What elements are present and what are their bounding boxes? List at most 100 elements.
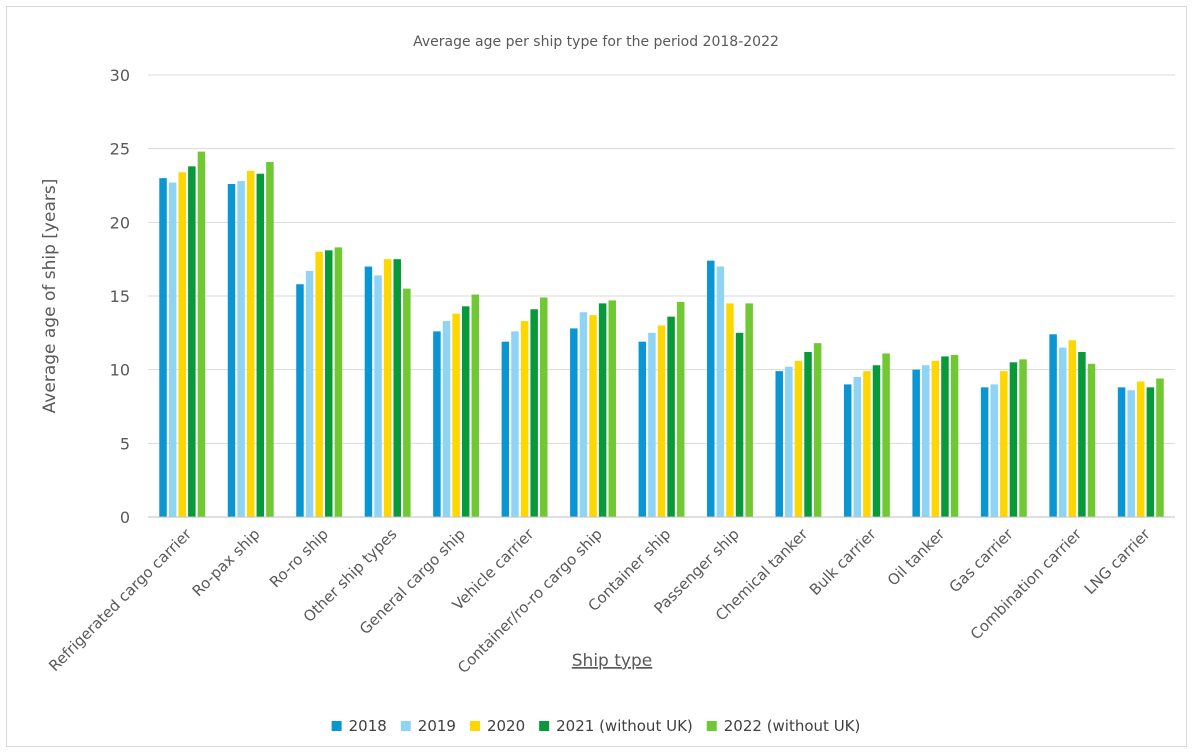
bar [461,306,470,517]
bar [813,343,822,517]
bar [1156,378,1164,517]
bar [256,173,265,518]
bar [941,356,949,517]
bar [159,178,167,517]
y-tick-label: 20 [110,213,130,232]
y-axis-ticks: 0 5 10 15 20 25 30 [110,66,130,527]
legend-label: 2019 [418,717,456,735]
x-tick-label: LNG carrier [1081,525,1154,598]
bar [452,313,460,517]
legend-label: 2022 (without UK) [724,717,861,735]
bar [735,332,744,517]
bar [843,384,852,517]
bar [785,366,793,517]
x-tick-label: Gas carrier [946,525,1018,597]
bar [804,351,812,517]
bar [227,184,236,517]
x-tick-label: Ro-ro ship [266,525,332,591]
bar [794,360,803,517]
x-tick-label: Combination carrier [967,525,1086,644]
x-tick-label: Oil tanker [884,525,949,590]
bar [178,172,186,518]
bar [315,251,323,518]
bar [931,360,940,517]
x-tick-label: Bulk carrier [806,525,880,599]
bars [159,151,1164,518]
bar [707,260,715,517]
bar [882,353,890,517]
bar [1009,362,1018,517]
bar [374,275,382,517]
legend: 2018 2019 2020 2021 (without UK) 2022 (witho… [331,717,861,735]
bar [1019,359,1027,517]
legend-label: 2020 [487,717,525,735]
x-axis-title: Ship type [572,651,652,671]
bar [726,303,734,517]
bar [1058,347,1067,517]
bar [598,303,607,517]
y-tick-label: 15 [110,287,130,306]
bar [608,300,616,517]
bar [990,384,998,517]
bar [325,250,333,517]
bar [638,341,647,517]
bar [530,309,538,517]
bar [237,181,245,517]
legend-swatch [331,721,342,731]
bar [511,331,519,517]
legend-swatch [706,721,717,731]
bar [433,331,441,517]
bar [168,182,177,517]
bar [403,288,411,517]
bar [922,365,930,517]
bar [657,325,666,517]
legend-swatch [469,721,480,731]
x-tick-label: Ro-pax ship [189,525,264,600]
bar [501,341,510,517]
bar [188,166,196,517]
bar [745,303,753,517]
y-axis-title: Average age of ship [years] [40,179,60,414]
bar [442,321,451,517]
bar [334,247,343,517]
bar [364,266,373,517]
bar [667,316,675,517]
bar [853,377,862,517]
bar [1078,351,1086,517]
bar [676,301,685,517]
bar [872,365,881,517]
bar [716,266,725,517]
bar [1087,363,1096,517]
bar [589,315,597,517]
bar [246,170,255,517]
bar [540,297,548,517]
bar [1000,371,1008,517]
bar [950,354,959,517]
y-tick-label: 10 [110,361,130,380]
bar [520,321,529,517]
bar [1068,340,1077,517]
bar [393,259,401,517]
bar [863,371,871,517]
chart-title: Average age per ship type for the period… [413,34,779,50]
x-tick-label: Refrigerated cargo carrier [45,525,195,675]
legend-swatch [539,721,550,731]
bar [1049,334,1057,517]
bar [980,387,989,517]
bar [197,151,206,517]
y-tick-label: 25 [110,140,130,159]
bar [648,332,656,517]
bar [775,371,783,517]
bar [579,312,588,517]
bar [912,369,920,517]
y-tick-label: 30 [110,66,130,85]
bar [471,294,480,517]
bar [383,259,392,517]
legend-label: 2021 (without UK) [556,717,693,735]
bar [266,161,274,517]
y-tick-label: 5 [120,434,130,453]
bar [1117,387,1126,517]
y-tick-label: 0 [120,508,130,527]
bar [1146,387,1155,517]
